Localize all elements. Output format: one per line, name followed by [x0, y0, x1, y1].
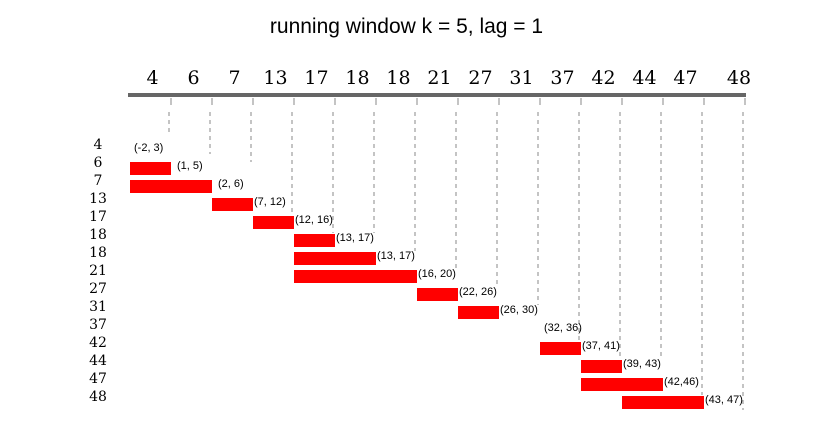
row-value-label: 13 — [89, 191, 107, 207]
axis-tick-label: 31 — [509, 67, 533, 89]
window-bar — [294, 234, 335, 247]
window-bar — [253, 216, 294, 229]
window-bar — [458, 306, 499, 319]
window-bar — [581, 360, 622, 373]
window-bar — [130, 162, 171, 175]
window-bar — [130, 180, 212, 193]
axis-tick-label: 21 — [427, 67, 451, 89]
window-range-label: (7, 12) — [254, 196, 286, 208]
row-value-label: 18 — [89, 245, 107, 261]
axis-tick-label: 7 — [228, 67, 240, 89]
axis-tick-label: 47 — [673, 67, 697, 89]
window-bar — [540, 342, 581, 355]
row-value-label: 47 — [89, 371, 107, 387]
window-range-label: (-2, 3) — [134, 142, 163, 154]
axis-tick-label: 13 — [263, 67, 287, 89]
axis-tick-label: 4 — [146, 67, 158, 89]
row-value-label: 44 — [89, 353, 107, 369]
axis-tick-label: 37 — [550, 67, 574, 89]
row-value-label: 48 — [89, 389, 107, 405]
window-range-label: (22, 26) — [459, 286, 497, 298]
window-bar — [212, 198, 253, 211]
window-bar — [417, 288, 458, 301]
axis-tick-label: 27 — [468, 67, 492, 89]
row-value-label: 42 — [89, 335, 107, 351]
window-range-label: (39, 43) — [623, 358, 661, 370]
window-range-label: (43, 47) — [705, 394, 743, 406]
row-value-label: 37 — [89, 317, 107, 333]
window-range-label: (37, 41) — [582, 340, 620, 352]
window-range-label: (16, 20) — [418, 268, 456, 280]
row-value-label: 6 — [94, 155, 103, 171]
window-range-label: (13, 17) — [336, 232, 374, 244]
window-range-label: (13, 17) — [377, 250, 415, 262]
window-bar — [581, 378, 663, 391]
window-bar — [622, 396, 704, 409]
axis-tick-label: 6 — [187, 67, 199, 89]
window-bar — [294, 252, 376, 265]
window-bar — [294, 270, 417, 283]
row-value-label: 4 — [94, 137, 103, 153]
axis-tick-label: 44 — [632, 67, 656, 89]
window-range-label: (32, 36) — [544, 322, 582, 334]
window-range-label: (2, 6) — [218, 178, 244, 190]
axis-tick-label: 18 — [345, 67, 369, 89]
window-range-label: (42,46) — [664, 376, 699, 388]
window-range-label: (12, 16) — [295, 214, 333, 226]
row-value-label: 21 — [89, 263, 107, 279]
row-value-label: 17 — [89, 209, 107, 225]
row-value-label: 18 — [89, 227, 107, 243]
row-value-label: 7 — [94, 173, 103, 189]
row-value-label: 31 — [89, 299, 107, 315]
axis-tick-label: 48 — [727, 67, 751, 89]
diagram-title: running window k = 5, lag = 1 — [269, 15, 544, 38]
axis-tick-label: 18 — [386, 67, 410, 89]
axis-tick-label: 17 — [304, 67, 328, 89]
row-value-label: 27 — [89, 281, 107, 297]
window-range-label: (26, 30) — [500, 304, 538, 316]
axis-tick-label: 42 — [591, 67, 615, 89]
window-range-label: (1, 5) — [177, 160, 203, 172]
